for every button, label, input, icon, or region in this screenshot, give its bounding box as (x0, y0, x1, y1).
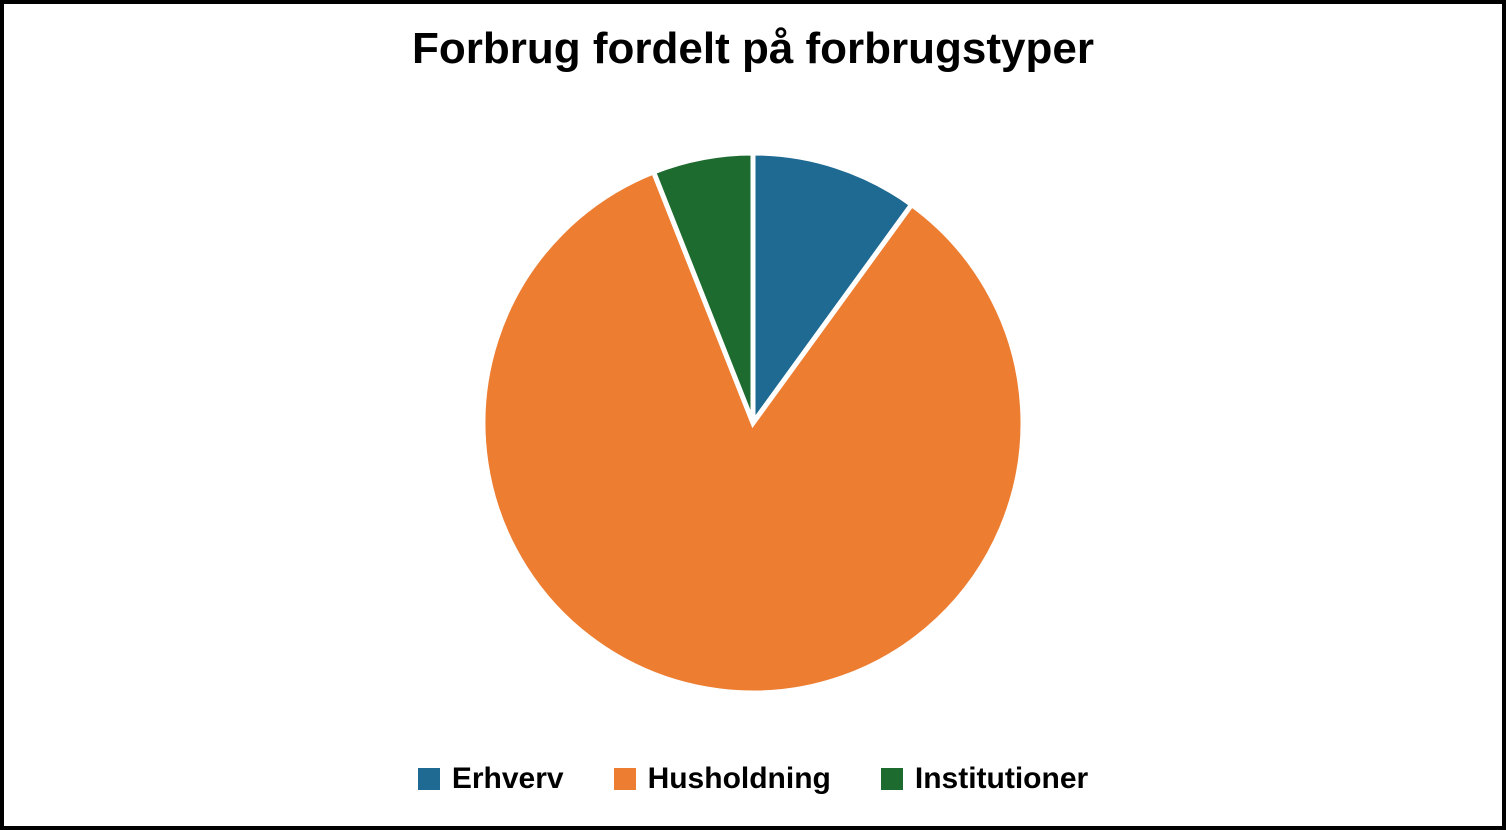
legend-label: Erhverv (452, 762, 564, 796)
chart-title: Forbrug fordelt på forbrugstyper (412, 24, 1094, 74)
chart-container: Forbrug fordelt på forbrugstyper Erhverv… (0, 0, 1506, 830)
pie-wrapper (473, 104, 1033, 742)
legend-item-erhverv: Erhverv (418, 762, 564, 796)
legend-item-institutioner: Institutioner (881, 762, 1088, 796)
legend-swatch (418, 768, 440, 790)
pie-chart (473, 143, 1033, 703)
legend-label: Husholdning (648, 762, 831, 796)
legend-item-husholdning: Husholdning (614, 762, 831, 796)
legend: Erhverv Husholdning Institutioner (418, 742, 1088, 826)
legend-swatch (881, 768, 903, 790)
legend-swatch (614, 768, 636, 790)
legend-label: Institutioner (915, 762, 1088, 796)
